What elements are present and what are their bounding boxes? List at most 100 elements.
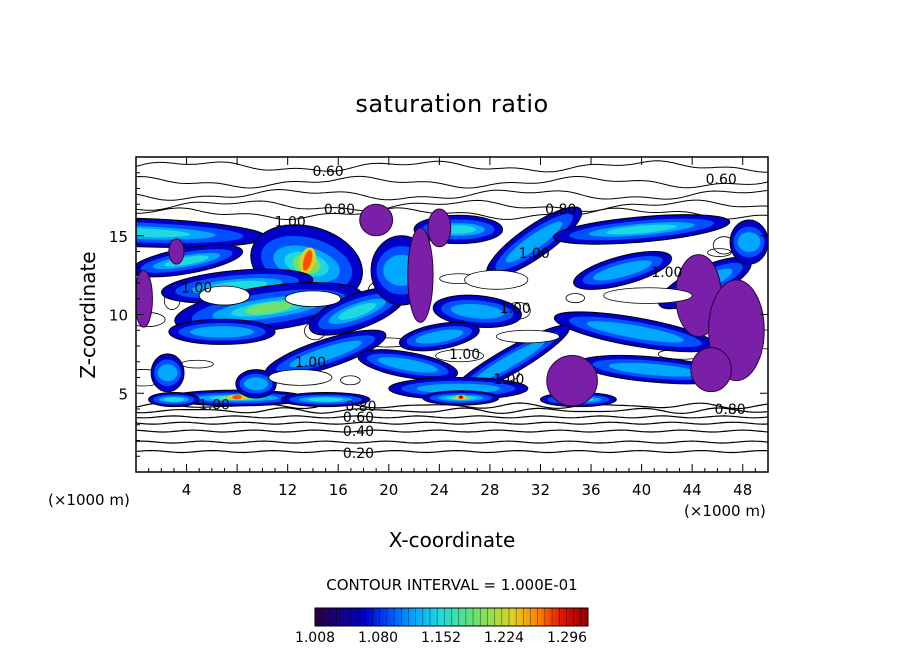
low-value-region (546, 354, 598, 407)
x-tick-label: 12 (278, 481, 297, 499)
colorbar-tick-label: 1.296 (547, 630, 587, 646)
x-axis-label: X-coordinate (388, 528, 516, 552)
contour-label: 0.80 (324, 202, 355, 218)
x-tick-label: 20 (379, 481, 398, 499)
contour-label: 0.80 (545, 202, 576, 218)
x-tick-label: 28 (480, 481, 499, 499)
filled-region (136, 244, 244, 278)
filled-region (136, 217, 267, 248)
contour-line-upper (136, 160, 768, 173)
contour-label: 0.40 (343, 424, 374, 440)
region-level-7 (232, 394, 242, 400)
filled-region (432, 294, 522, 329)
contour-label: 1.00 (181, 281, 212, 297)
region-level-3 (243, 377, 269, 391)
x-tick-label: 8 (232, 481, 242, 499)
contour-line-upper (136, 188, 768, 201)
colorbar-tick-label: 1.224 (484, 630, 524, 646)
contour-label: 0.60 (706, 172, 737, 188)
filled-region (280, 391, 371, 408)
contour-label: 0.80 (345, 399, 376, 415)
region-level-3 (505, 221, 563, 263)
region-level-3 (586, 321, 684, 343)
contour-label: 1.00 (493, 372, 524, 388)
region-level-4 (338, 302, 377, 320)
region-level-3 (415, 329, 464, 344)
filled-region (398, 321, 480, 352)
contour-line-low (136, 421, 768, 425)
filled-region (573, 250, 673, 290)
filled-region (150, 353, 185, 393)
contour-label: 1.00 (275, 215, 306, 231)
y-tick-label: 5 (118, 385, 128, 403)
clear-gap (603, 287, 693, 304)
region-level-3 (737, 232, 761, 252)
contour-fragment (707, 248, 732, 257)
x-tick-label: 4 (182, 481, 192, 499)
contour-label: 1.00 (519, 246, 550, 262)
x-tick-label: 16 (329, 481, 348, 499)
filled-region (486, 206, 583, 278)
contour-label: 1.00 (651, 265, 682, 281)
contour-line-upper (136, 175, 768, 189)
region-level-4 (606, 224, 677, 235)
contour-label: 1.00 (500, 301, 531, 317)
filled-region (552, 214, 731, 245)
region-level-7 (302, 250, 313, 271)
region-level-3 (472, 340, 546, 384)
contour-label: 0.60 (313, 164, 344, 180)
filled-region (422, 390, 500, 406)
contour-label: 1.00 (295, 355, 326, 371)
y-tick-label: 10 (109, 307, 128, 325)
contour-line-low (136, 440, 768, 444)
filled-region (168, 318, 276, 345)
filled-region (729, 219, 768, 265)
clear-gap (464, 269, 529, 290)
region-level-3 (450, 303, 504, 319)
x-tick-label: 40 (632, 481, 651, 499)
clear-gap (284, 290, 342, 308)
contour-line-low (136, 450, 768, 454)
region-level-3 (377, 357, 438, 373)
region-level-3 (593, 260, 652, 281)
low-value-region (359, 203, 394, 237)
x-unit-label-left: (×1000 m) (48, 491, 130, 509)
contour-line-low (136, 415, 768, 419)
region-level-3 (190, 326, 254, 338)
filled-region (553, 311, 717, 353)
x-tick-label: 36 (581, 481, 600, 499)
region-level-3 (608, 362, 700, 377)
region-level-8 (459, 395, 463, 399)
clear-gap (495, 329, 560, 344)
contour-label: 1.00 (449, 347, 480, 363)
region-level-3 (416, 383, 501, 394)
filled-region (235, 369, 277, 399)
contour-line-upper (136, 199, 768, 212)
contour-label: 1.00 (199, 397, 230, 413)
contour-line-upper (136, 207, 768, 220)
region-level-4 (307, 397, 344, 402)
x-tick-label: 48 (733, 481, 752, 499)
filled-regions (136, 203, 768, 408)
region-level-4 (163, 397, 185, 402)
clear-gap (268, 369, 333, 386)
region-level-4 (136, 227, 191, 238)
clear-gap (198, 285, 251, 306)
chart-title: saturation ratio (355, 90, 549, 118)
y-tick-label: 15 (109, 228, 128, 246)
contour-lines (136, 160, 768, 454)
region-level-3 (289, 340, 362, 368)
x-tick-label: 24 (430, 481, 449, 499)
x-tick-label: 44 (683, 481, 702, 499)
colorbar: 1.008 1.080 1.152 1.224 1.296 (295, 607, 589, 646)
filled-region (357, 349, 459, 381)
region-level-3 (157, 364, 178, 382)
contour-line-low (136, 407, 768, 415)
low-value-region (407, 227, 434, 323)
low-value-region (427, 208, 452, 248)
low-value-region (690, 347, 732, 393)
x-tick-label: 32 (531, 481, 550, 499)
contour-label: 0.80 (714, 402, 745, 418)
